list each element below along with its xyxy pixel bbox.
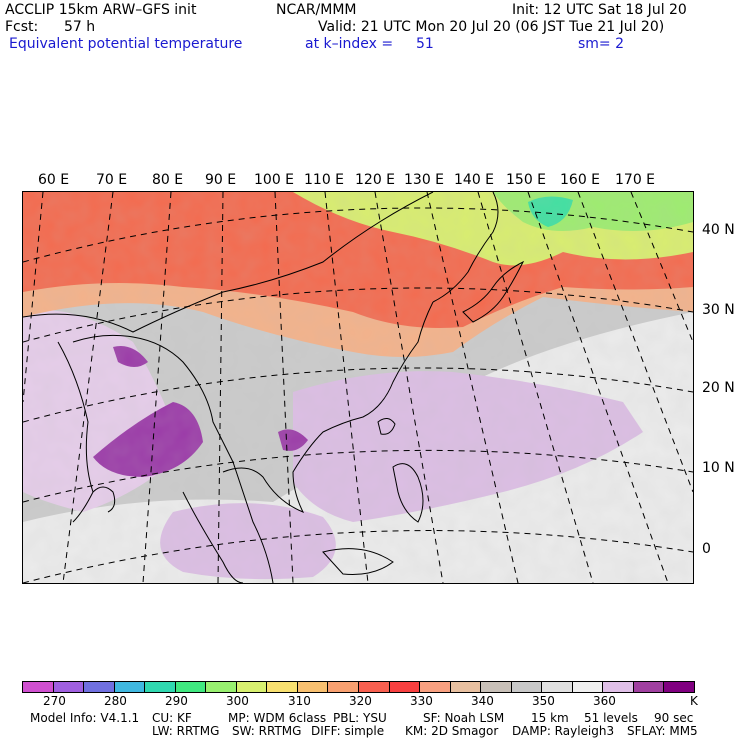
cumulus-scheme: CU: KF [152, 711, 192, 725]
organization-label: NCAR/MMM [276, 2, 357, 18]
lon-label: 160 E [560, 172, 601, 188]
lon-label: 140 E [454, 172, 495, 188]
vertical-levels: 51 levels [584, 711, 638, 725]
valid-time: Valid: 21 UTC Mon 20 Jul 20 (06 JST Tue … [318, 19, 665, 35]
colorbar-swatch [481, 682, 512, 692]
km-option: KM: 2D Smagor [405, 724, 499, 738]
field-name: Equivalent potential temperature [9, 36, 243, 52]
model-title: ACCLIP 15km ARW–GFS init [5, 2, 197, 18]
lat-label: 20 N [702, 380, 735, 396]
colorbar-swatch [511, 682, 543, 692]
surface-scheme: SF: Noah LSM [423, 711, 505, 725]
colorbar-swatch [572, 682, 604, 692]
colorbar-swatch [297, 682, 329, 692]
colorbar-label: 360 [593, 694, 616, 708]
colorbar-swatch [267, 682, 298, 692]
colorbar-swatch [84, 682, 115, 692]
colorbar-label: 330 [410, 694, 433, 708]
colorbar-swatch [603, 682, 634, 692]
smoothing-label: sm= 2 [578, 36, 625, 52]
forecast-label: Fcst: [5, 19, 39, 35]
colorbar-swatch [328, 682, 360, 692]
level-label: at k–index = [305, 36, 394, 52]
lat-label: 30 N [702, 302, 735, 318]
lon-label: 70 E [96, 172, 128, 188]
colorbar [22, 681, 695, 693]
colorbar-swatch [236, 682, 268, 692]
colorbar-unit: K [690, 694, 698, 708]
colorbar-swatch [420, 682, 451, 692]
shortwave-scheme: SW: RRTMG [232, 724, 302, 738]
lat-label: 0 [702, 541, 711, 557]
colorbar-swatch [175, 682, 207, 692]
lat-label: 40 N [702, 222, 735, 238]
colorbar-swatch [23, 682, 54, 692]
colorbar-label: 280 [104, 694, 127, 708]
field-texture [23, 192, 693, 583]
colorbar-swatch [206, 682, 237, 692]
time-step: 90 sec [654, 711, 694, 725]
colorbar-label: 270 [43, 694, 66, 708]
longwave-scheme: LW: RRTMG [152, 724, 220, 738]
colorbar-swatch [53, 682, 85, 692]
lat-label: 10 N [702, 460, 735, 476]
lon-label: 120 E [355, 172, 396, 188]
lon-label: 110 E [304, 172, 345, 188]
surface-layer-option: SFLAY: MM5 [627, 724, 698, 738]
colorbar-swatch [542, 682, 573, 692]
lon-label: 150 E [506, 172, 547, 188]
init-time: Init: 12 UTC Sat 18 Jul 20 [512, 2, 687, 18]
lon-label: 170 E [615, 172, 656, 188]
colorbar-label: 300 [226, 694, 249, 708]
microphysics-scheme: MP: WDM 6class [228, 711, 327, 725]
lon-label: 80 E [152, 172, 184, 188]
colorbar-label: 320 [349, 694, 372, 708]
colorbar-swatch [389, 682, 421, 692]
graticule [23, 192, 693, 583]
grid-spacing: 15 km [531, 711, 569, 725]
colorbar-swatch [145, 682, 176, 692]
pbl-scheme: PBL: YSU [333, 711, 387, 725]
level-value: 51 [416, 36, 434, 52]
colorbar-label: 340 [471, 694, 494, 708]
damping-option: DAMP: Rayleigh3 [512, 724, 615, 738]
colorbar-swatch [664, 682, 695, 692]
model-info: Model Info: V4.1.1 [30, 711, 140, 725]
lon-label: 100 E [254, 172, 295, 188]
map-canvas [23, 192, 693, 583]
lon-label: 60 E [38, 172, 70, 188]
colorbar-label: 350 [532, 694, 555, 708]
colorbar-label: 290 [165, 694, 188, 708]
colorbar-label: 310 [288, 694, 311, 708]
lon-label: 90 E [205, 172, 237, 188]
theta-e-map [22, 191, 694, 584]
coastlines [23, 192, 525, 583]
colorbar-swatch [114, 682, 146, 692]
colorbar-swatch [633, 682, 665, 692]
forecast-hour: 57 h [64, 19, 96, 35]
lon-label: 130 E [404, 172, 445, 188]
colorbar-swatch [359, 682, 390, 692]
colorbar-swatch [450, 682, 482, 692]
diffusion-option: DIFF: simple [311, 724, 385, 738]
